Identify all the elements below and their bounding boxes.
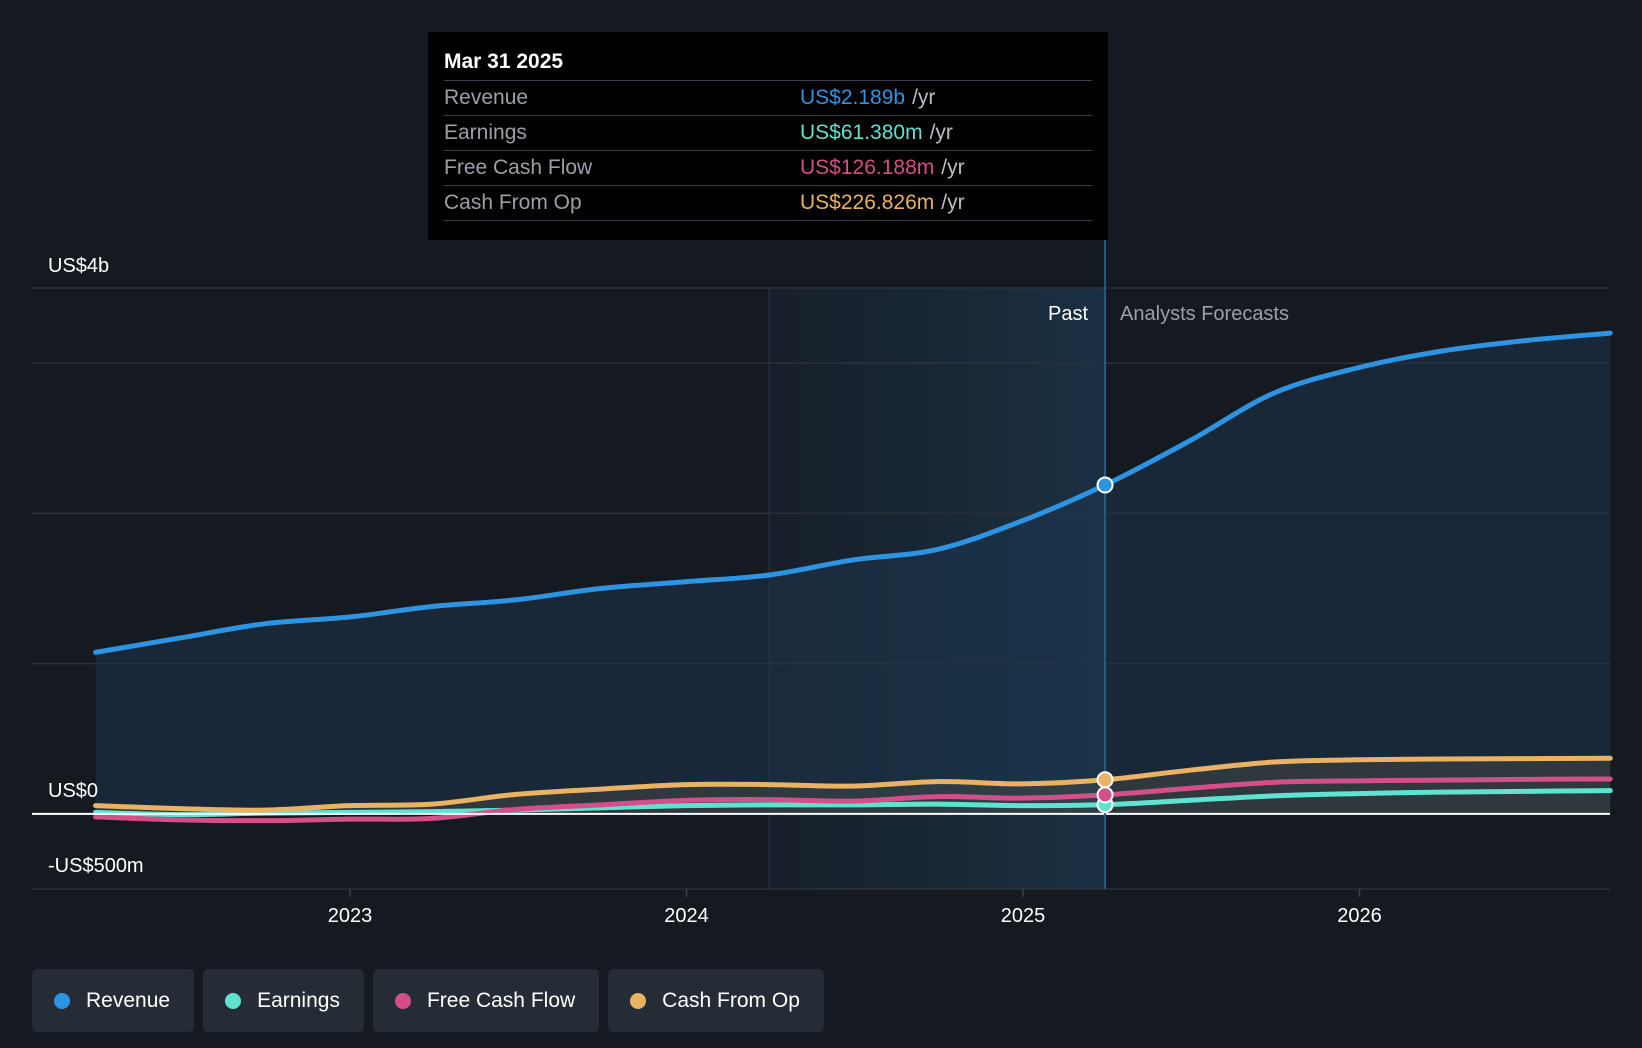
free-cash-flow-line	[93, 776, 1613, 824]
legend-item-revenue[interactable]: Revenue	[32, 969, 195, 1032]
y-axis-label-zero: US$0	[48, 780, 98, 802]
forecast-label: Analysts Forecasts	[1120, 303, 1289, 325]
x-tick-label: 2023	[328, 905, 373, 927]
legend-item-free-cash-flow[interactable]: Free Cash Flow	[372, 969, 600, 1032]
legend-item-earnings[interactable]: Earnings	[203, 969, 364, 1032]
tooltip-row-earnings: Earnings US$61.380m /yr	[444, 115, 1092, 150]
x-tick-label: 2025	[1001, 905, 1046, 927]
legend-label: Cash From Op	[662, 988, 800, 1012]
x-tick-label: 2026	[1337, 905, 1382, 927]
past-label: Past	[1048, 303, 1088, 325]
tooltip-name: Cash From Op	[444, 191, 582, 214]
tooltip-date: Mar 31 2025	[444, 50, 564, 73]
legend-label: Earnings	[257, 988, 340, 1012]
tooltip-name: Earnings	[444, 121, 527, 144]
tooltip-value: US$61.380m	[800, 121, 923, 144]
legend-item-cash-from-op[interactable]: Cash From Op	[608, 969, 824, 1032]
tooltip-unit: /yr	[941, 156, 965, 179]
x-tick-label: 2024	[664, 905, 709, 927]
x-axis-ticks: 2023 2024 2025 2026	[328, 889, 1382, 927]
tooltip-unit: /yr	[929, 121, 953, 144]
tooltip-unit: /yr	[912, 86, 936, 109]
cash-from-op-line	[93, 755, 1613, 813]
gridlines	[32, 287, 1610, 890]
y-axis-label-bottom: -US$500m	[48, 855, 144, 877]
tooltip-name: Revenue	[444, 86, 529, 109]
legend-label: Revenue	[86, 988, 171, 1012]
tooltip-name: Free Cash Flow	[444, 156, 593, 179]
earnings-dot-icon	[225, 992, 242, 1009]
free-cash-flow-dot-icon	[394, 992, 411, 1009]
tooltip-value: US$126.188m	[800, 156, 935, 179]
tooltip-value: US$2.189b	[800, 86, 906, 109]
revenue-marker	[1096, 476, 1114, 494]
highlight-markers	[1096, 476, 1114, 814]
y-axis-label-top: US$4b	[48, 255, 109, 277]
tooltip-row-cash-from-op: Cash From Op US$226.826m /yr	[444, 185, 1092, 221]
revenue-line	[93, 330, 1613, 655]
revenue-area-fill	[95, 333, 1611, 814]
tooltip-row-free-cash-flow: Free Cash Flow US$126.188m /yr	[444, 150, 1092, 185]
cash-from-op-dot-icon	[630, 992, 647, 1009]
tooltip-unit: /yr	[941, 191, 965, 214]
legend: Revenue Earnings Free Cash Flow Cash Fro…	[32, 969, 824, 1032]
tooltip-value: US$226.826m	[800, 191, 935, 214]
series-lines	[93, 330, 1613, 824]
revenue-dot-icon	[54, 992, 70, 1009]
tooltip-row-revenue: Revenue US$2.189b /yr	[444, 80, 1092, 115]
earnings-line	[93, 788, 1613, 818]
past-region-highlight	[769, 288, 1106, 889]
tooltip: Mar 31 2025 Revenue US$2.189b /yr Earnin…	[428, 32, 1108, 240]
legend-label: Free Cash Flow	[426, 988, 576, 1012]
free-cash-flow-marker	[1096, 786, 1114, 804]
cash-from-op-marker	[1096, 771, 1114, 789]
